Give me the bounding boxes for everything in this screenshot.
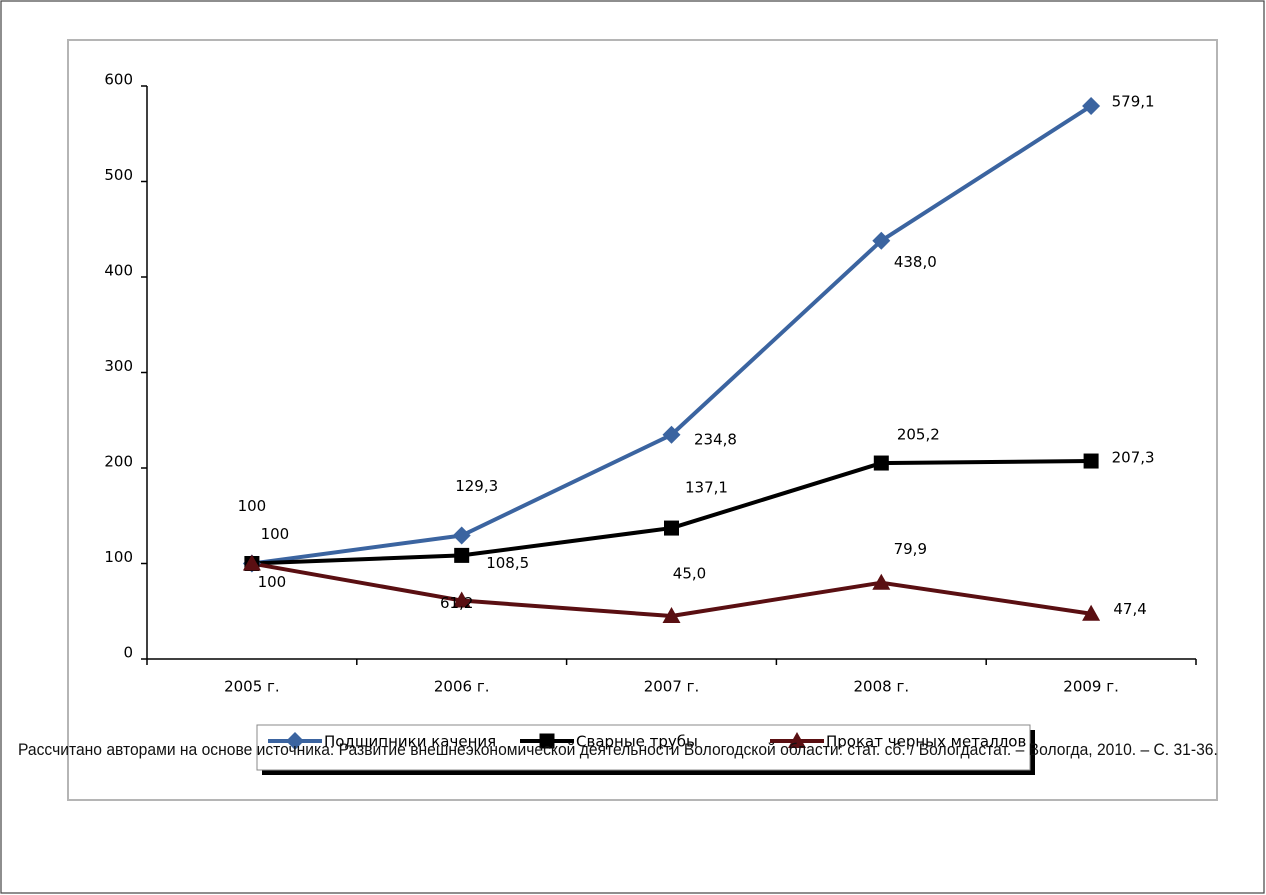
source-note: Рассчитано авторами на основе источника:… xyxy=(18,740,1218,759)
data-label: 205,2 xyxy=(897,426,940,444)
point xyxy=(664,520,679,536)
point xyxy=(454,547,470,563)
legend-label: Подшипники качения xyxy=(324,733,496,751)
data-label: 100 xyxy=(238,497,267,515)
y-tick-label: 600 xyxy=(104,71,133,89)
y-tick-label: 200 xyxy=(104,453,133,471)
x-tick-label: 2005 г. xyxy=(224,678,280,696)
y-tick-label: 400 xyxy=(104,262,133,280)
y-tick-label: 0 xyxy=(123,644,133,662)
point xyxy=(1083,453,1099,469)
data-label: 137,1 xyxy=(685,479,728,497)
point xyxy=(1082,96,1101,115)
x-tick-label: 2006 г. xyxy=(434,678,490,696)
data-label: 234,8 xyxy=(694,430,737,448)
legend-label: Прокат черных металлов xyxy=(826,733,1026,751)
data-label: 61,2 xyxy=(440,594,473,612)
x-tick-label: 2007 г. xyxy=(644,678,700,696)
x-tick-label: 2009 г. xyxy=(1063,678,1119,696)
point xyxy=(872,573,891,590)
data-label: 579,1 xyxy=(1112,92,1155,110)
point xyxy=(873,455,889,471)
data-label: 100 xyxy=(261,525,290,543)
data-label: 45,0 xyxy=(673,565,706,583)
point xyxy=(452,591,471,608)
x-tick-label: 2008 г. xyxy=(854,678,910,696)
y-tick-label: 100 xyxy=(104,548,133,566)
data-label: 79,9 xyxy=(894,540,927,558)
point xyxy=(662,607,681,624)
point xyxy=(872,231,891,250)
point xyxy=(1082,604,1101,621)
data-label: 438,0 xyxy=(894,253,937,271)
series-line xyxy=(251,104,1093,566)
point xyxy=(242,554,261,571)
point xyxy=(452,526,471,545)
legend-label: Сварные трубы xyxy=(576,733,698,751)
legend-marker xyxy=(286,732,304,750)
data-label: 108,5 xyxy=(486,554,529,572)
y-tick-label: 500 xyxy=(104,166,133,184)
data-label: 47,4 xyxy=(1113,600,1146,618)
legend-marker xyxy=(539,733,555,749)
point xyxy=(662,425,681,444)
data-label: 207,3 xyxy=(1112,449,1155,467)
data-label: 100 xyxy=(258,573,287,591)
chart-box xyxy=(67,39,1218,801)
y-tick-label: 300 xyxy=(104,357,133,375)
legend-marker xyxy=(788,732,806,748)
data-label: 129,3 xyxy=(455,477,498,495)
legend-box xyxy=(256,724,1031,771)
